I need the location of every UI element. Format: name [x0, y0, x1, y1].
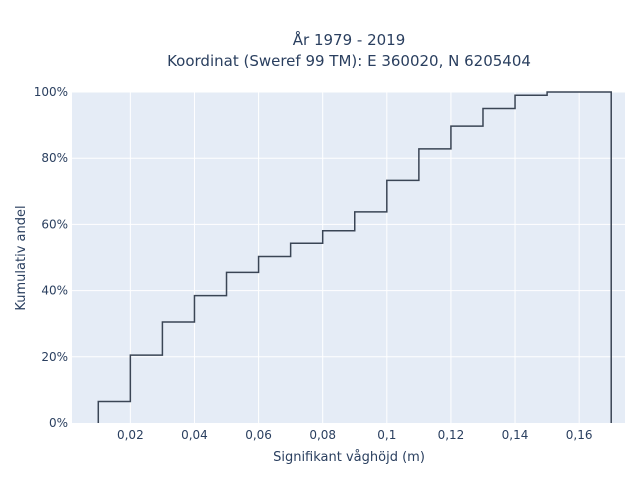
- y-axis-title: Kumulativ andel: [14, 205, 29, 310]
- x-tick-label: 0,14: [502, 428, 529, 442]
- y-tick-label: 40%: [41, 284, 68, 298]
- x-tick-label: 0,16: [566, 428, 593, 442]
- y-tick-label: 80%: [41, 151, 68, 165]
- y-tick-label: 0%: [49, 416, 68, 430]
- x-tick-label: 0,06: [245, 428, 272, 442]
- x-tick-label: 0,08: [309, 428, 336, 442]
- x-tick-label: 0,02: [117, 428, 144, 442]
- x-tick-label: 0,1: [377, 428, 396, 442]
- x-tick-label: 0,12: [438, 428, 465, 442]
- tick-labels: 0,02 0,04 0,06 0,08 0,1 0,12 0,14 0,16 0% 20% 40% 6…: [34, 85, 593, 442]
- plot-area: [72, 92, 625, 423]
- y-tick-label: 100%: [34, 85, 68, 99]
- y-tick-label: 60%: [41, 217, 68, 231]
- x-tick-label: 0,04: [181, 428, 208, 442]
- chart-title-line1: År 1979 - 2019: [293, 30, 406, 49]
- chart-title-line2: Koordinat (Sweref 99 TM): E 360020, N 62…: [167, 52, 531, 70]
- y-tick-label: 20%: [41, 350, 68, 364]
- cumulative-step-line: [97, 91, 612, 423]
- x-axis-title: Signifikant våghöjd (m): [273, 450, 425, 465]
